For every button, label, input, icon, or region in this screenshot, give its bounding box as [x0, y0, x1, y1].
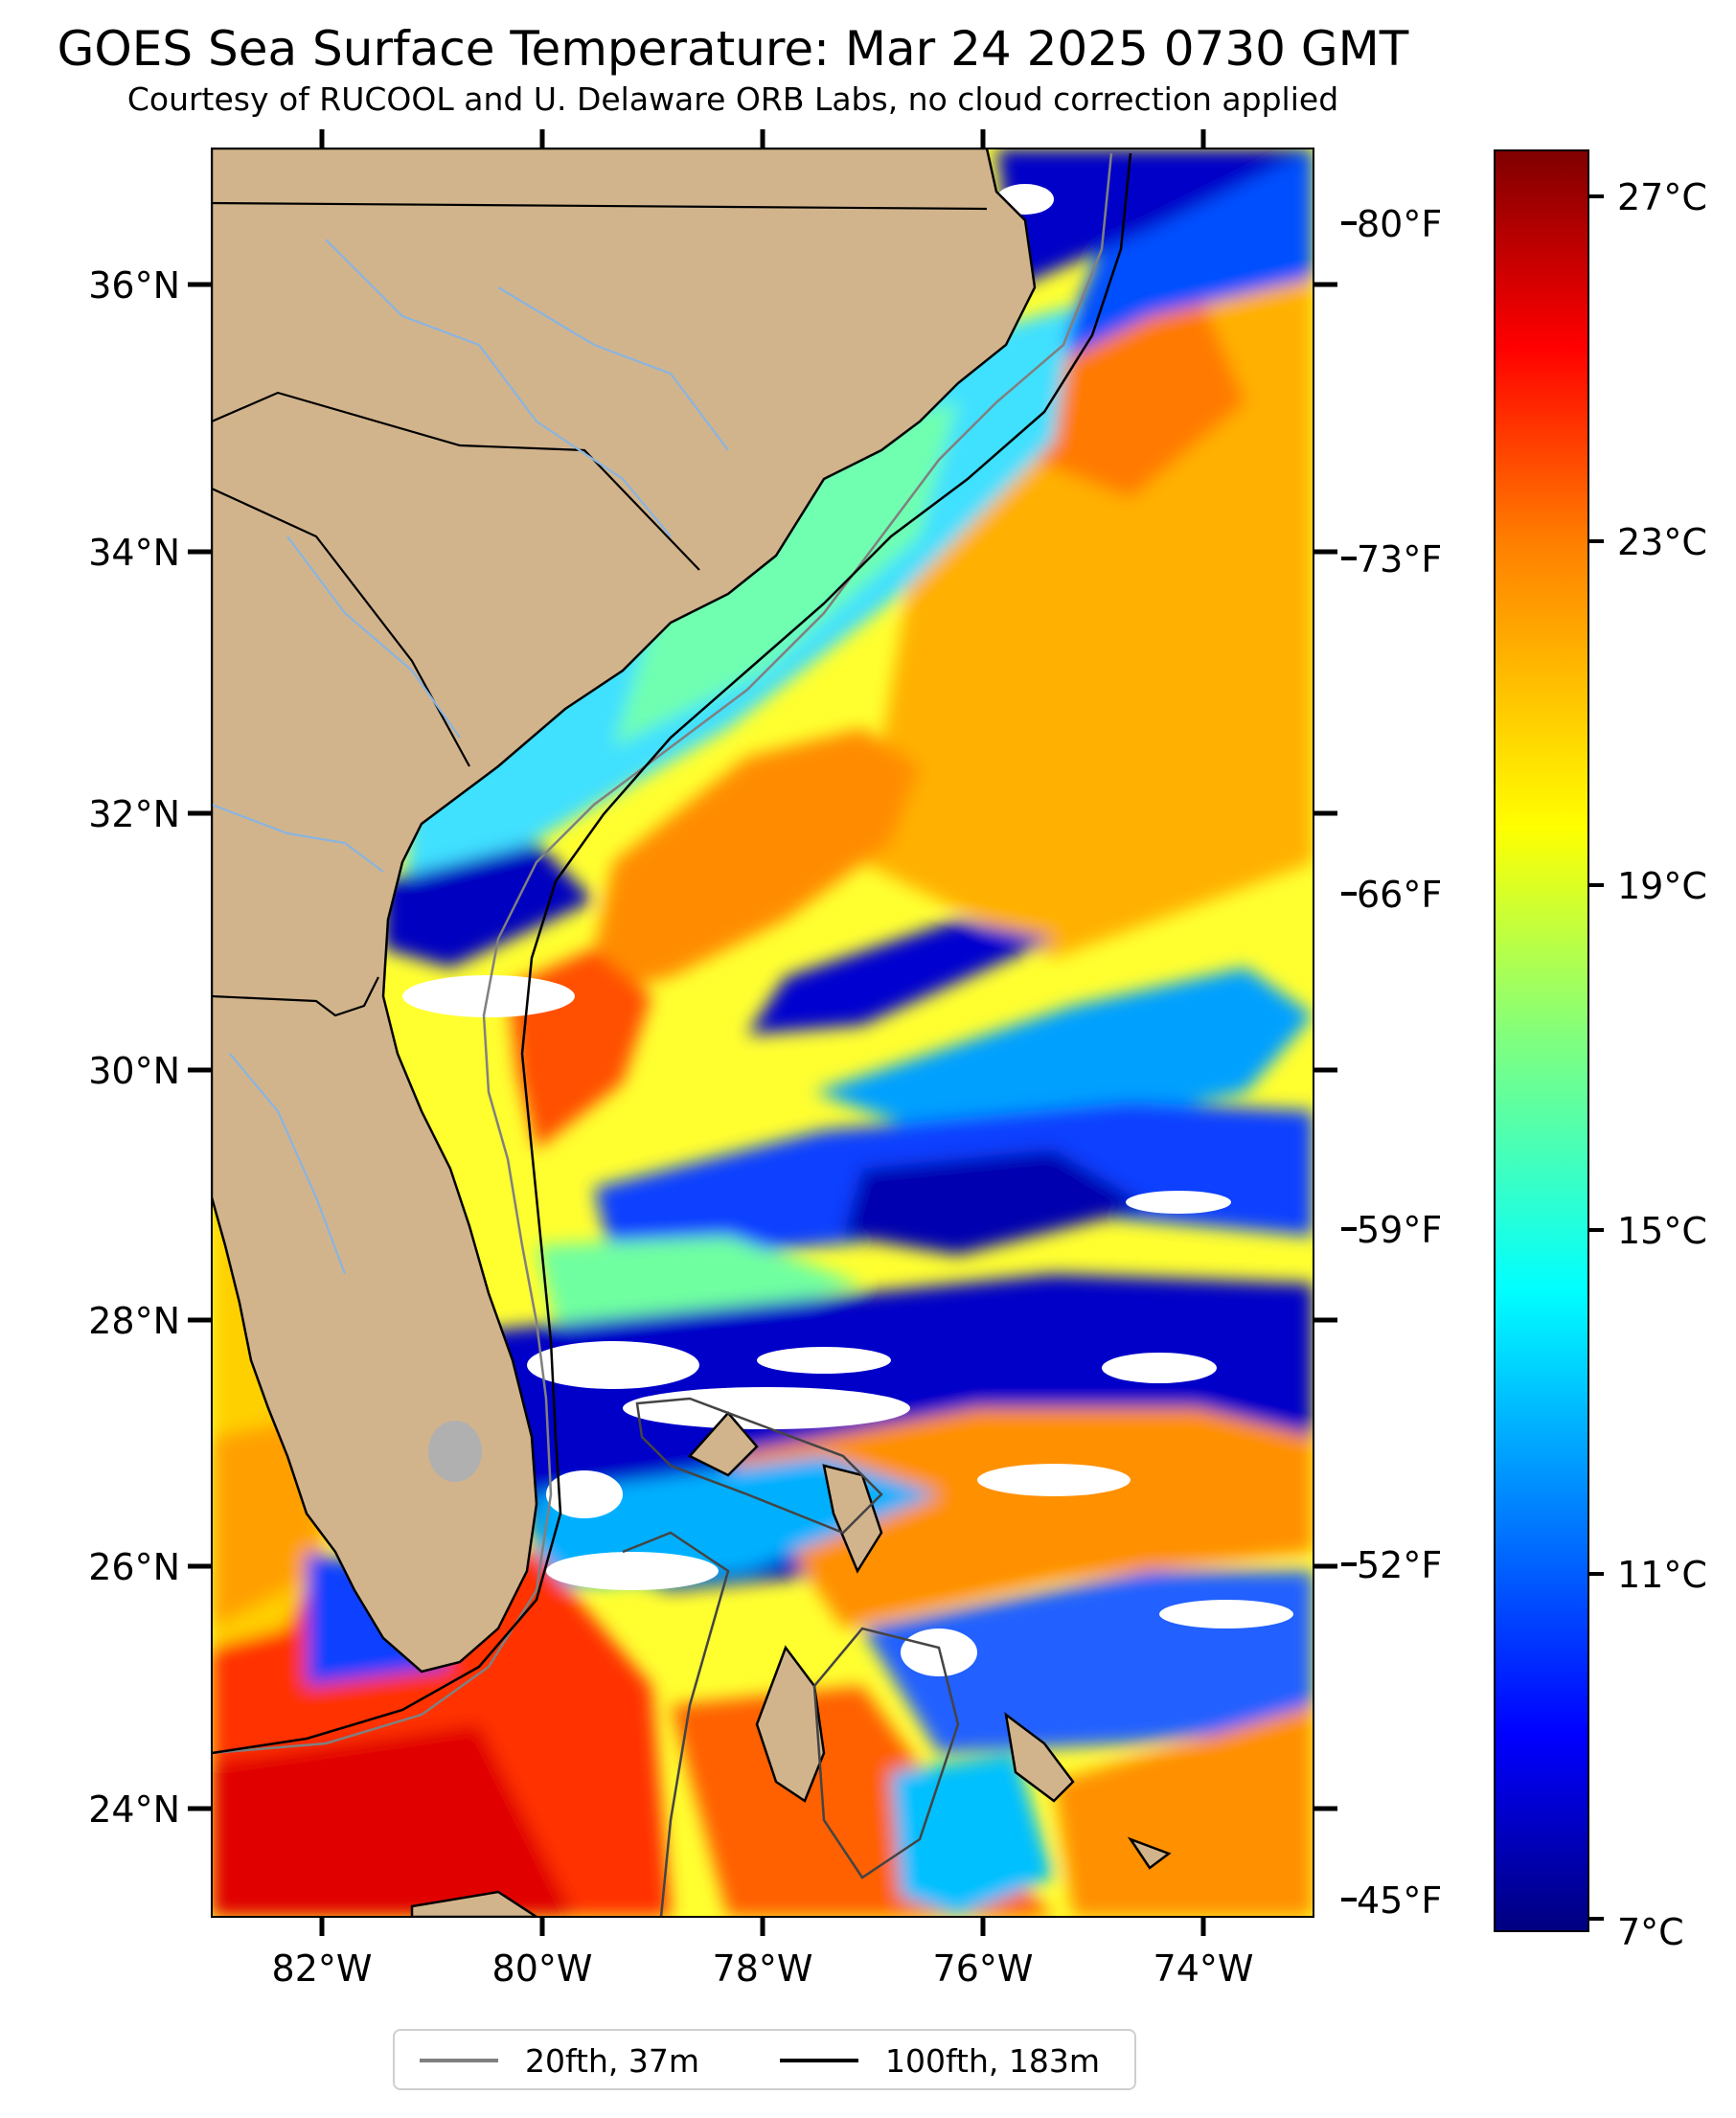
legend: 20fth, 37m 100fth, 183m: [393, 2029, 1136, 2090]
fahrenheit-label: 66°F: [1357, 874, 1442, 916]
lon-tick-marks: [319, 129, 1206, 1936]
lon-label: 76°W: [933, 1947, 1034, 1990]
isobath-20fth: [212, 152, 1113, 1755]
state-borders: [212, 201, 988, 1017]
fahrenheit-label: 52°F: [1357, 1544, 1442, 1586]
lat-label: 26°N: [88, 1546, 180, 1588]
sst-field: [212, 148, 1313, 1917]
colorbar-label: 19°C: [1617, 865, 1707, 907]
fahrenheit-label: 80°F: [1357, 203, 1442, 245]
colorbar-label: 23°C: [1617, 521, 1707, 563]
fahrenheit-label: 73°F: [1357, 538, 1442, 581]
lat-label: 28°N: [88, 1300, 180, 1342]
lon-label: 78°W: [713, 1947, 813, 1990]
lon-label: 74°W: [1154, 1947, 1254, 1990]
colorbar-label: 15°C: [1617, 1210, 1707, 1252]
lon-tick-labels: 82°W 80°W 78°W 76°W 74°W: [272, 1947, 1254, 1990]
legend-label: 100fth, 183m: [885, 2041, 1100, 2080]
colorbar: 27°C 23°C 19°C 15°C 11°C 7°C: [1494, 149, 1707, 1953]
lat-tick-marks: [188, 282, 212, 1811]
fahrenheit-label: 45°F: [1357, 1879, 1442, 1922]
lon-label: 80°W: [492, 1947, 593, 1990]
legend-label: 20fth, 37m: [525, 2041, 699, 2080]
lat-label: 32°N: [88, 793, 180, 835]
rivers: [212, 239, 729, 1275]
lat-label: 24°N: [88, 1788, 180, 1831]
lat-tick-labels: 36°N 34°N 32°N 30°N 28°N 26°N 24°N: [88, 264, 180, 1831]
legend-item-20fth: 20fth, 37m: [420, 2038, 699, 2083]
chart-subtitle: Courtesy of RUCOOL and U. Delaware ORB L…: [126, 80, 1339, 118]
lat-label: 30°N: [88, 1050, 180, 1092]
colorbar-label: 27°C: [1617, 176, 1707, 218]
bahamas-shelf-outline: [622, 1397, 960, 1917]
map-figure: 36°N 34°N 32°N 30°N 28°N 26°N 24°N 82°W …: [88, 129, 1707, 1990]
sst-map: [212, 148, 1313, 1917]
legend-line-gray: [420, 2059, 498, 2062]
fahrenheit-label: 59°F: [1357, 1209, 1442, 1251]
legend-item-100fth: 100fth, 183m: [780, 2038, 1100, 2083]
lon-label: 82°W: [272, 1947, 373, 1990]
lake-okeechobee: [428, 1421, 482, 1482]
chart-title: GOES Sea Surface Temperature: Mar 24 202…: [57, 21, 1409, 77]
fahrenheit-tick-marks: [1313, 282, 1337, 1811]
land: [212, 148, 1172, 1917]
colorbar-label: 11°C: [1617, 1554, 1707, 1596]
fahrenheit-axis: 80°F 73°F 66°F 59°F 52°F 45°F: [1341, 203, 1442, 1922]
lat-label: 36°N: [88, 264, 180, 307]
colorbar-label: 7°C: [1617, 1911, 1684, 1953]
legend-line-black: [780, 2059, 858, 2062]
lat-label: 34°N: [88, 532, 180, 574]
colorbar-gradient: [1494, 149, 1589, 1932]
isobath-100fth: [212, 152, 1132, 1755]
